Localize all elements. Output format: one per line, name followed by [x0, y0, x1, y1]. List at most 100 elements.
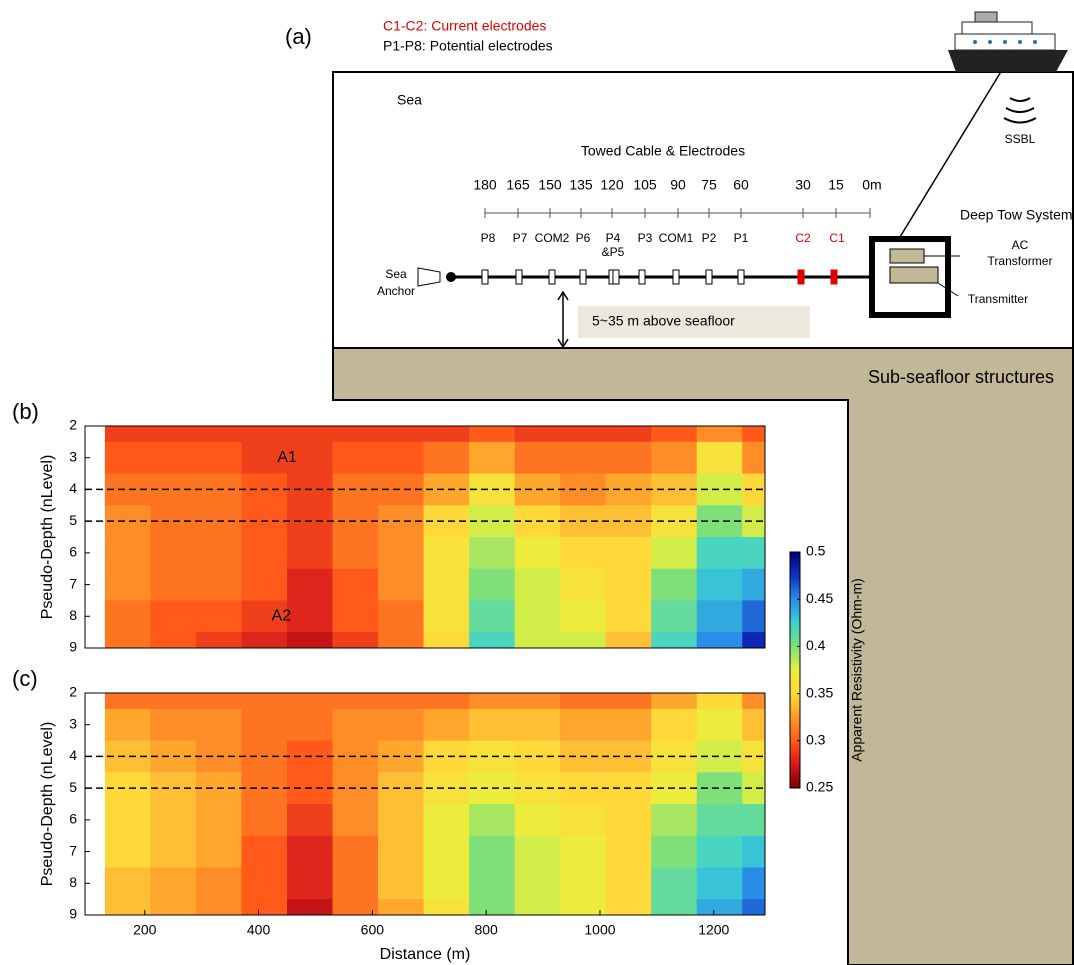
cell	[514, 537, 561, 570]
cell	[104, 426, 151, 443]
electrode	[830, 269, 838, 285]
cell	[150, 600, 197, 633]
cell	[241, 835, 288, 868]
electrode-label: P8	[481, 231, 496, 245]
cell	[332, 899, 379, 915]
cell	[560, 804, 607, 837]
electrode	[579, 269, 587, 285]
electrode	[705, 269, 713, 285]
cell	[241, 426, 288, 443]
ac-label: Transformer	[988, 254, 1053, 268]
y-axis-label: Pseudo-Depth (nLevel)	[39, 455, 56, 620]
cell	[423, 899, 470, 915]
cell	[514, 441, 561, 475]
cell	[605, 537, 652, 570]
cell	[560, 693, 607, 710]
cell	[378, 441, 425, 475]
heatmap	[104, 693, 765, 915]
colorbar-bar	[789, 551, 801, 789]
cell	[378, 537, 425, 570]
cell	[696, 441, 743, 475]
cell	[651, 867, 698, 900]
cell	[378, 867, 425, 900]
cell	[104, 899, 151, 915]
cell	[287, 708, 334, 742]
distance-label: 135	[569, 177, 593, 193]
anchor-label: Sea	[385, 267, 407, 281]
cell	[332, 835, 379, 868]
cell	[150, 899, 197, 915]
y-tick-label: 3	[69, 715, 77, 731]
distance-label: 75	[701, 177, 717, 193]
x-tick-label: 200	[133, 922, 157, 938]
x-tick-label: 600	[361, 922, 385, 938]
cell	[104, 804, 151, 837]
deep-tow-label: Deep Tow System	[960, 207, 1073, 223]
cell	[605, 693, 652, 710]
heatmap	[104, 426, 765, 648]
cell	[423, 835, 470, 868]
cell	[195, 632, 242, 648]
cell	[696, 867, 743, 900]
cell	[241, 537, 288, 570]
electrode-label: P7	[513, 231, 528, 245]
cell	[469, 441, 516, 475]
cell	[378, 568, 425, 601]
cell	[696, 537, 743, 570]
cell	[605, 441, 652, 475]
cell	[469, 426, 516, 443]
cell	[378, 426, 425, 443]
cell	[378, 632, 425, 648]
electrode	[737, 269, 745, 285]
cell	[651, 835, 698, 868]
cell	[696, 804, 743, 837]
cell	[150, 632, 197, 648]
cell	[241, 867, 288, 900]
cell	[605, 804, 652, 837]
cell	[150, 835, 197, 868]
cell	[287, 600, 334, 633]
cell	[104, 632, 151, 648]
electrode	[481, 269, 489, 285]
cell	[332, 867, 379, 900]
cell	[104, 867, 151, 900]
cell	[742, 693, 765, 710]
cell	[241, 804, 288, 837]
cell	[104, 835, 151, 868]
ac-label: AC	[1012, 238, 1029, 252]
cell	[195, 804, 242, 837]
y-tick-label: 7	[69, 575, 77, 591]
y-tick-label: 6	[69, 811, 77, 827]
cell	[742, 473, 765, 506]
cell	[514, 426, 561, 443]
cell	[332, 568, 379, 601]
colorbar-tick-label: 0.5	[806, 543, 826, 559]
cell	[742, 505, 765, 538]
cell	[287, 632, 334, 648]
cell	[742, 632, 765, 648]
plots: A1 A2 2 3 4 5 6 7 8 9 Pseudo-Depth (nLevel) 2 3 4 5 6 7 8…	[39, 417, 766, 963]
cell	[514, 804, 561, 837]
cell	[605, 568, 652, 601]
y-tick-label: 7	[69, 842, 77, 858]
cell	[287, 537, 334, 570]
electrode	[797, 269, 805, 285]
cell	[104, 441, 151, 475]
legend-current: C1-C2: Current electrodes	[383, 18, 546, 34]
cell	[195, 899, 242, 915]
electrode-label: COM2	[535, 231, 570, 245]
cell	[514, 899, 561, 915]
cell	[378, 899, 425, 915]
cell	[150, 426, 197, 443]
cell	[651, 441, 698, 475]
cell	[423, 537, 470, 570]
sub-seafloor-label: Sub-seafloor structures	[868, 367, 1054, 387]
scale: 180 165 150 135 120 105 90 75 60 30 15 0m P8 P7 COM2 P6…	[473, 177, 881, 245]
cell	[378, 835, 425, 868]
cell	[150, 708, 197, 742]
cell	[514, 568, 561, 601]
electrode-label: &P5	[602, 245, 625, 259]
electrode-label: C1	[829, 231, 845, 245]
cell	[423, 632, 470, 648]
panel-label: (b)	[12, 399, 39, 424]
